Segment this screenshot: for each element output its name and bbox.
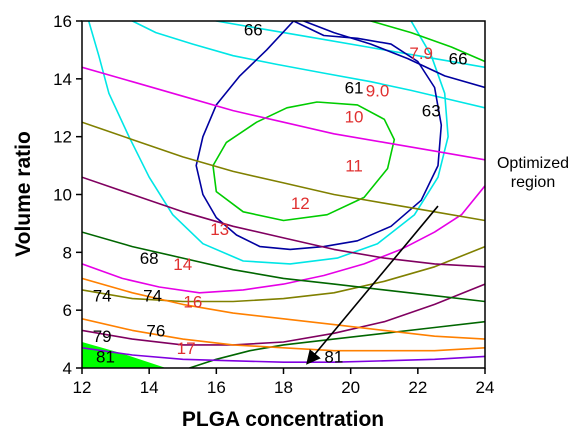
contour-label: 81	[324, 347, 343, 366]
contour-line-c66c	[215, 21, 485, 69]
contour-line-c12b	[82, 245, 485, 303]
contour-line-c11	[82, 185, 485, 294]
y-tick-label: 4	[63, 359, 72, 378]
x-tick-label: 20	[341, 378, 360, 397]
y-tick-label: 16	[53, 12, 72, 31]
contour-line-c17	[82, 317, 485, 352]
optimized-fill-area	[82, 341, 166, 368]
contour-label: 66	[244, 21, 263, 40]
contour-label: 7.9	[409, 44, 433, 63]
contour-label: 11	[345, 157, 363, 176]
y-tick-label: 6	[63, 301, 72, 320]
contour-label: 13	[210, 220, 229, 239]
optimized-region-annotation: Optimized region	[306, 155, 569, 365]
contour-lines-layer	[82, 21, 485, 368]
x-axis-ticks: 12 14 16 18 20 22 24	[73, 368, 495, 397]
contour-label: 66	[449, 50, 468, 69]
contour-line-c61	[212, 101, 396, 222]
contour-label: 10	[345, 107, 364, 126]
contour-line-c79	[369, 21, 485, 63]
contour-labels-layer: 66 66 7.9 9.061 63 10 11 12 13 14 68 74 74 16 76 79 17 81…	[93, 21, 468, 367]
y-axis-ticks: 4 6 8 10 12 14 16	[53, 12, 82, 378]
contour-label: 79	[93, 327, 112, 346]
contour-line-c81	[82, 346, 485, 364]
contour-label: 61	[345, 79, 364, 98]
x-tick-label: 22	[408, 378, 427, 397]
contour-line-c66b	[131, 21, 485, 109]
y-tick-label: 12	[53, 128, 72, 147]
x-tick-label: 18	[274, 378, 293, 397]
contour-label: 76	[146, 321, 165, 340]
annotation-text: Optimized	[497, 155, 569, 172]
x-tick-label: 16	[207, 378, 226, 397]
contour-line-c16	[82, 277, 485, 340]
contour-line-c13b	[82, 283, 485, 346]
contour-line-c14	[82, 231, 485, 303]
contour-line-c63b	[302, 21, 485, 89]
contour-label: 17	[177, 339, 196, 358]
optimized-fill-layer	[82, 341, 166, 368]
contour-line-c14b	[188, 320, 485, 368]
contour-label: 12	[291, 194, 310, 213]
y-tick-label: 10	[53, 186, 72, 205]
y-axis-title: Volume ratio	[12, 131, 35, 257]
contour-label: 81	[96, 347, 115, 366]
x-tick-label: 24	[476, 378, 495, 397]
y-tick-label: 14	[53, 70, 72, 89]
annotation-arrow	[306, 205, 439, 365]
y-tick-label: 8	[63, 243, 72, 262]
annotation-text: region	[511, 174, 555, 191]
contour-label: 63	[422, 102, 441, 121]
contour-line-c10	[82, 66, 485, 161]
contour-label: 14	[173, 255, 192, 274]
contour-line-c12	[82, 121, 485, 222]
contour-label: 68	[140, 249, 159, 268]
contour-label: 74	[93, 287, 112, 306]
contour-label: 74	[143, 287, 162, 306]
contour-label: 9.0	[366, 81, 390, 100]
x-tick-label: 14	[140, 378, 159, 397]
x-tick-label: 12	[73, 378, 92, 397]
contour-line-c13	[82, 176, 485, 268]
x-axis-title: PLGA concentration	[182, 408, 384, 431]
contour-line-c66	[87, 21, 449, 265]
contour-label: 16	[183, 292, 202, 311]
